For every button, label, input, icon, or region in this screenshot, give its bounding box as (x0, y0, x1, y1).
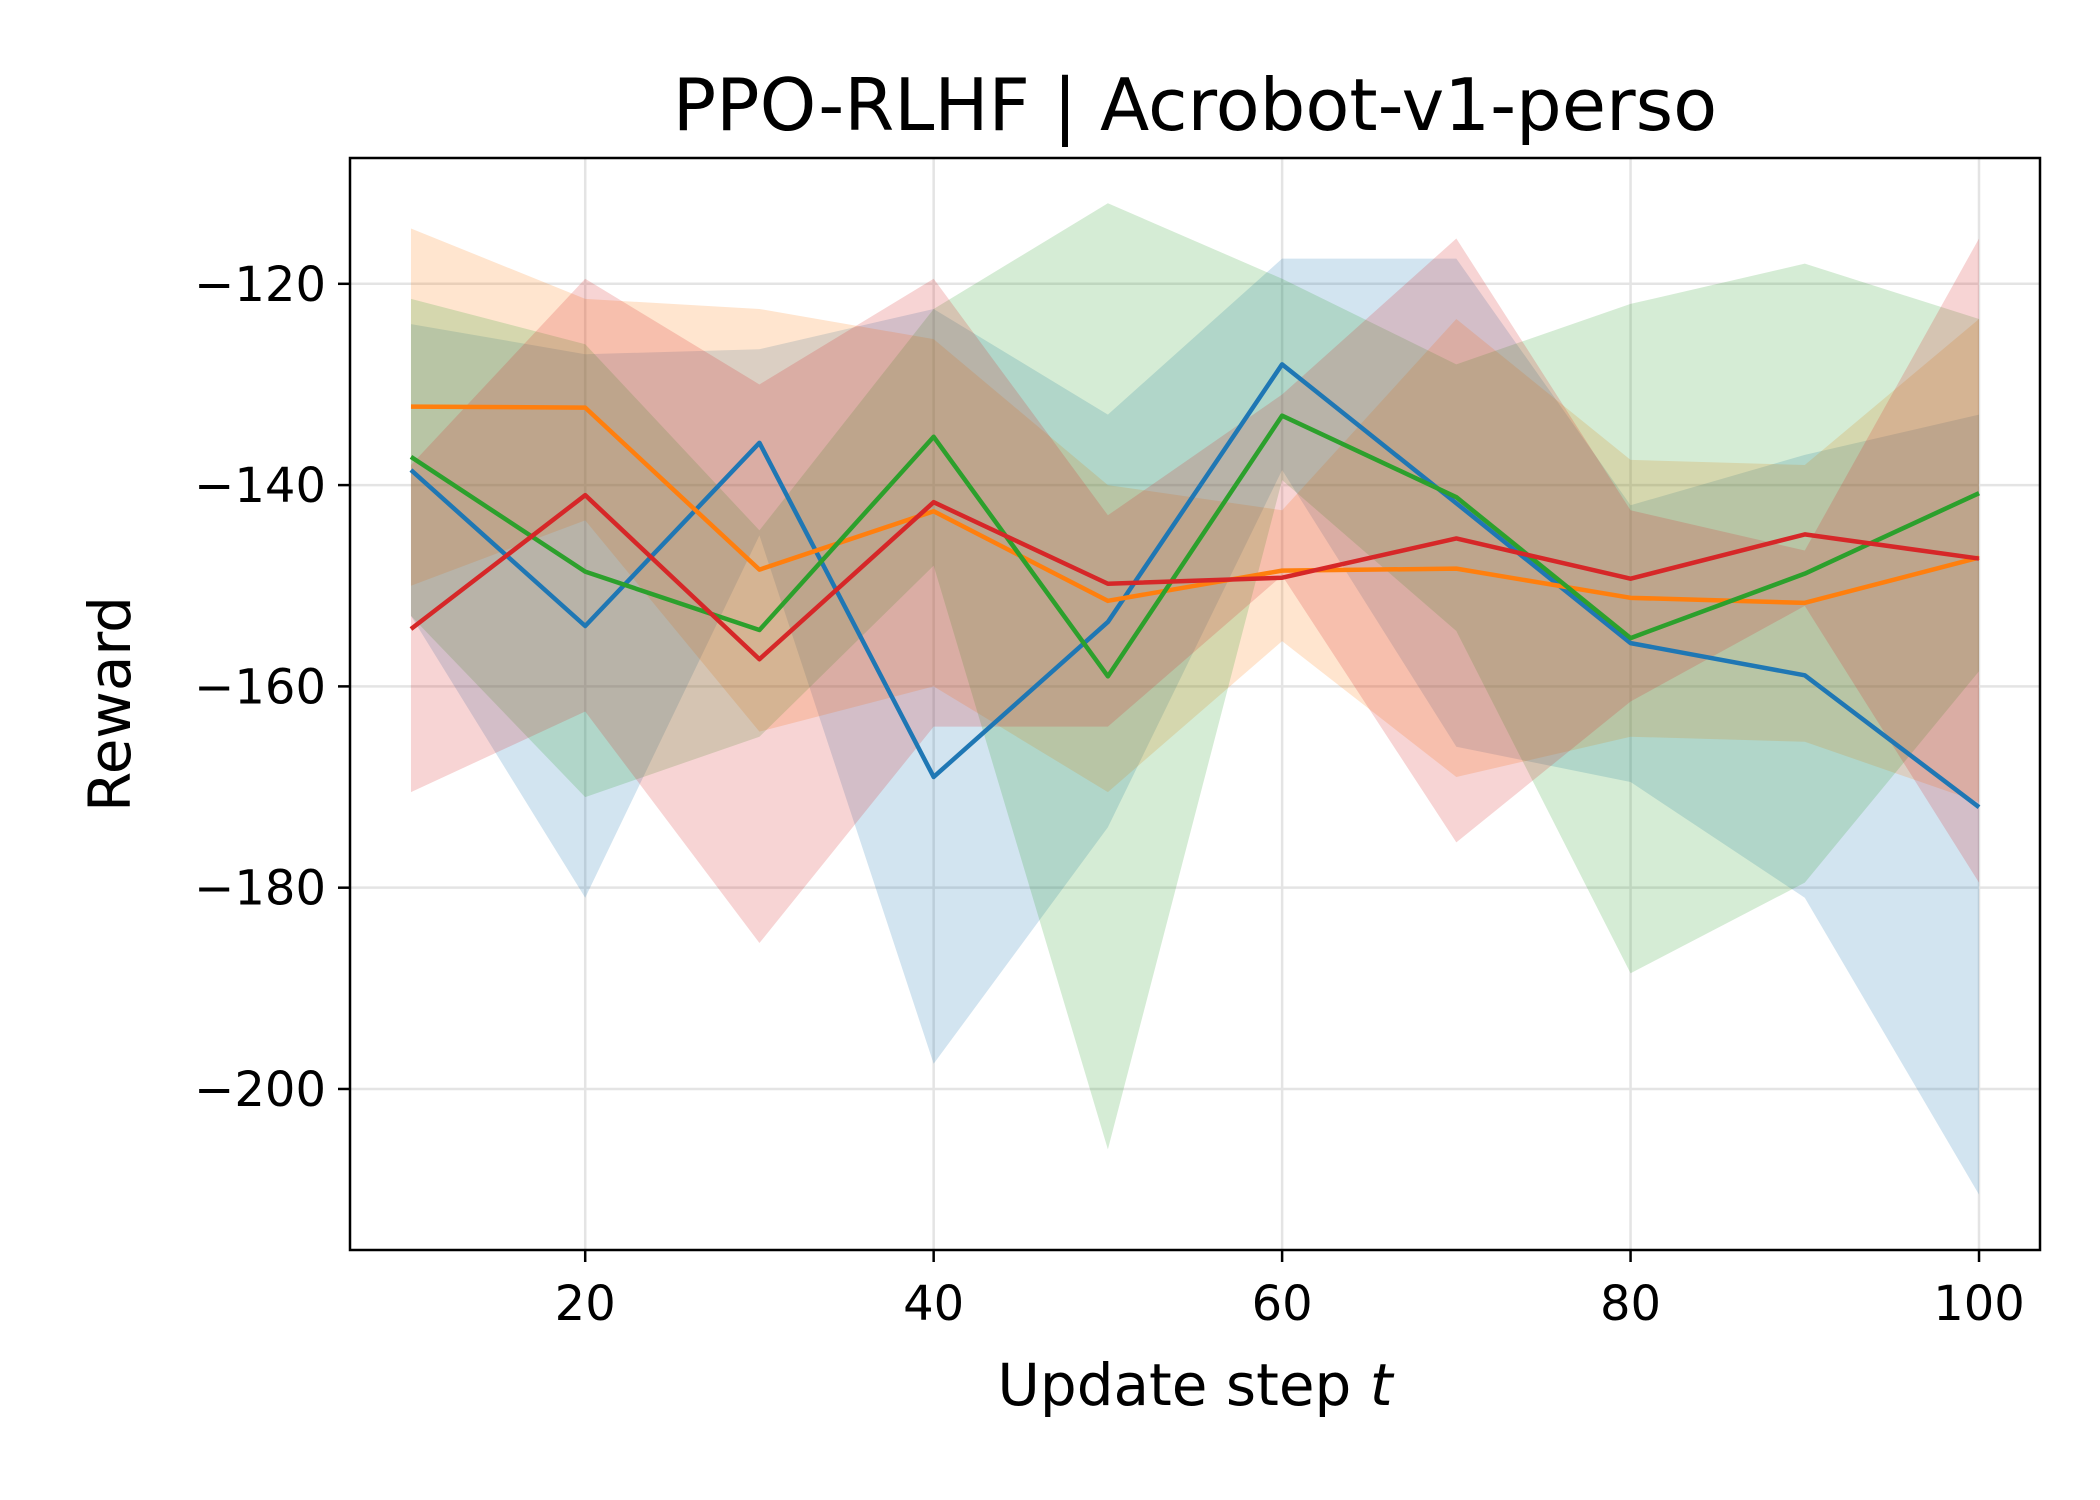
plot-frame (348, 156, 2042, 1252)
y-tick-label: −120 (194, 257, 326, 313)
series-4-line (409, 492, 1980, 662)
x-axis-label: Update step t (997, 1351, 1394, 1419)
y-tick-label: −140 (194, 458, 326, 514)
x-tick-label: 80 (1600, 1276, 1661, 1332)
y-tick-label: −200 (194, 1062, 326, 1118)
grid (350, 158, 2040, 1250)
y-tick-label: −160 (194, 659, 326, 715)
series-1-line (409, 362, 1981, 809)
series-2-band (410, 228, 1980, 803)
series-2-line (410, 404, 1980, 606)
y-axis-label: Reward (76, 596, 144, 812)
confidence-bands (410, 203, 1980, 1195)
x-tick-label: 40 (903, 1276, 964, 1332)
series-4-band (410, 238, 1980, 944)
y-axis: −120 −140 −160 −180 −200 (194, 257, 350, 1118)
x-tick-label: 20 (555, 1276, 616, 1332)
series-3-band (410, 203, 1980, 1150)
series-3-line (409, 413, 1980, 679)
x-axis-label-variable: t (1370, 1351, 1395, 1419)
chart-title: PPO-RLHF | Acrobot-v1-perso (673, 63, 1717, 148)
x-axis: 20 40 60 80 100 (555, 1250, 2025, 1332)
y-tick-label: −180 (194, 861, 326, 917)
series-1-band (410, 258, 1980, 1195)
x-tick-label: 100 (1933, 1276, 2025, 1332)
series-lines (409, 362, 1981, 809)
x-tick-label: 60 (1252, 1276, 1313, 1332)
